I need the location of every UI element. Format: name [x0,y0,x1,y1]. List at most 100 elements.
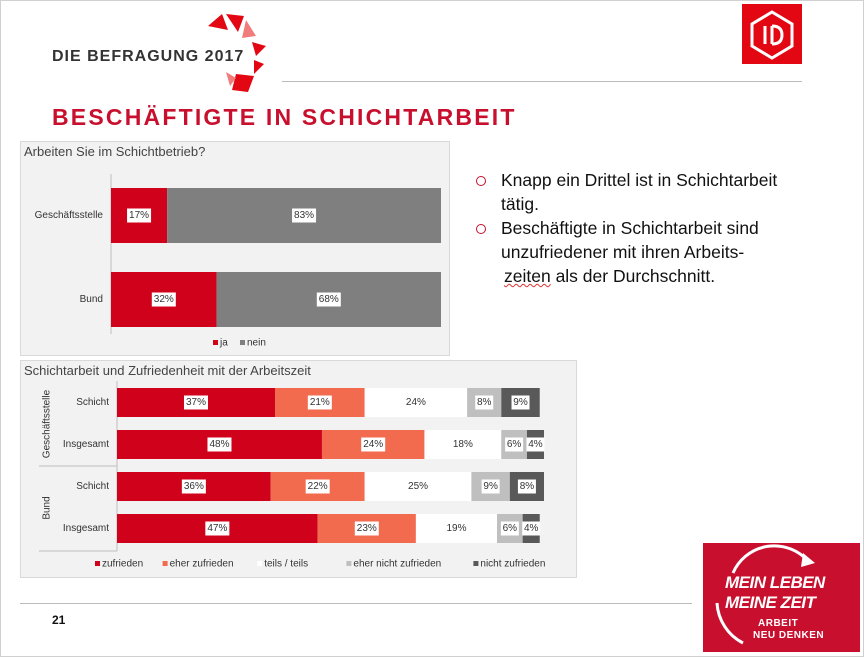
header-divider [282,81,802,82]
data-label-box [151,292,176,307]
legend-label: teils / teils [264,559,308,570]
data-label-box [500,521,519,536]
data-label: 8% [477,397,492,408]
data-label: 23% [357,523,377,534]
data-label: 68% [319,294,339,305]
data-label-box [305,479,330,494]
data-label: 18% [453,439,473,450]
data-label: 6% [503,523,518,534]
category-label: Geschäftsstelle [35,210,104,221]
chart-plot-area: Geschäftsstelle Schicht 37% 21% 24% 8% 9% Insge… [39,381,545,570]
legend-swatch [95,561,100,566]
category-label: Schicht [76,397,109,408]
data-label-box [127,208,152,223]
data-label: 4% [524,523,539,534]
data-label-box [183,395,208,410]
data-label: 4% [528,439,543,450]
chart-satisfaction: Schichtarbeit und Zufriedenheit mit der … [20,360,577,578]
bullet-line: zeiten als der Durchschnitt. [504,266,716,286]
footer-divider [20,603,692,604]
page-title: BESCHÄFTIGTE IN SCHICHTARBEIT [52,104,517,130]
legend-swatch [240,340,245,345]
data-label-box [207,437,232,452]
data-label: 19% [446,523,466,534]
campaign-line: ARBEIT [758,618,799,629]
data-label-box [517,479,536,494]
campaign-logo: MEIN LEBEN MEINE ZEIT ARBEIT NEU DENKEN [703,543,860,652]
data-label: 8% [520,481,535,492]
bar [424,430,502,459]
data-label-box [292,208,317,223]
chart-title: Schichtarbeit und Zufriedenheit mit der … [24,363,311,378]
data-label: 37% [186,397,206,408]
ig-metall-logo-icon [742,4,802,64]
data-label: 48% [209,439,229,450]
data-label: 32% [154,294,174,305]
legend-label: nein [247,338,266,349]
data-label: 24% [363,439,383,450]
data-label: 47% [207,523,227,534]
data-label-box [354,521,379,536]
campaign-line: NEU DENKEN [753,630,825,641]
data-label: 9% [483,481,498,492]
data-label: 36% [184,481,204,492]
bullet-item: Beschäftigte in Schichtarbeit sind unzuf… [474,216,844,288]
legend-label: ja [219,338,228,349]
data-label: 6% [507,439,522,450]
data-label: 22% [308,481,328,492]
legend-swatch [213,340,218,345]
data-label: 83% [294,210,314,221]
data-label: 25% [408,481,428,492]
data-label-box [307,395,332,410]
data-label-box [316,292,341,307]
spellcheck-word: zeiten [504,266,551,286]
bullet-line: unzufriedener mit ihren Arbeits- [501,242,745,262]
legend-swatch [346,561,352,566]
chart-plot-area: Geschäftsstelle 17% 83% Bund 32% 68% ja nein [35,174,441,349]
data-label-box [511,395,530,410]
bullet-line: Knapp ein Drittel ist in Schichtarbeit [501,170,778,190]
bullet-line: Beschäftigte in Schichtarbeit sind [501,218,759,238]
legend-label: zufrieden [102,559,143,570]
data-label-box [505,437,524,452]
legend-label: nicht zufrieden [480,559,545,570]
data-label: 9% [513,397,528,408]
legend-label: eher zufrieden [170,559,234,570]
category-label: Insgesamt [63,439,109,450]
bullet-item: Knapp ein Drittel ist in Schichtarbeit t… [474,168,844,216]
legend-label: eher nicht zufrieden [353,559,441,570]
legend-swatch [473,561,479,566]
data-label-box [361,437,386,452]
chart-shift-work: Arbeiten Sie im Schichtbetrieb? Geschäft… [20,141,450,356]
data-label-box [522,521,541,536]
chart-title: Arbeiten Sie im Schichtbetrieb? [24,144,206,159]
legend-swatch [257,561,263,566]
data-label-box [181,479,206,494]
category-label: Schicht [76,481,109,492]
campaign-line: MEIN LEBEN [725,573,825,592]
data-label-box [205,521,230,536]
circle-bullet-icon [476,176,486,186]
data-label: 21% [310,397,330,408]
data-label: 24% [406,397,426,408]
campaign-line: MEINE ZEIT [725,593,816,612]
page-number: 21 [52,613,66,627]
bar [364,388,468,417]
data-label-box [526,437,545,452]
data-label: 17% [129,210,149,221]
survey-logo-icon [208,14,266,92]
bar [364,472,472,501]
bullet-list: Knapp ein Drittel ist in Schichtarbeit t… [474,168,844,288]
data-label-box [481,479,500,494]
category-label: Bund [80,294,103,305]
data-label-box [475,395,494,410]
survey-brand-text: DIE BEFRAGUNG 2017 [52,48,245,65]
circle-bullet-icon [476,224,486,234]
bullet-line: tätig. [501,194,539,214]
category-label: Insgesamt [63,523,109,534]
legend-swatch [162,561,168,566]
group-label: Geschäftsstelle [42,389,53,458]
clock-arc-icon [715,544,815,645]
bar [415,514,498,543]
group-label: Bund [42,496,53,519]
